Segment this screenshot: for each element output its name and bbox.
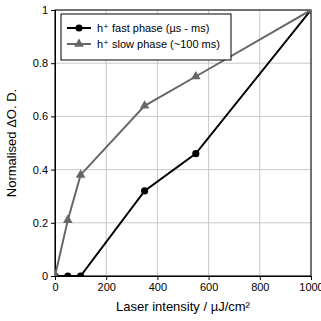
data-layer bbox=[55, 10, 311, 276]
tick: 800 bbox=[251, 276, 269, 293]
series-marker bbox=[306, 10, 311, 13]
tick-mark bbox=[51, 10, 55, 11]
tick-mark bbox=[209, 276, 210, 280]
tick-mark bbox=[51, 170, 55, 171]
series-marker bbox=[140, 100, 150, 108]
tick-mark bbox=[106, 276, 107, 280]
y-axis: 0 0.2 0.4 0.6 0.8 1 bbox=[33, 4, 56, 282]
series-marker bbox=[77, 272, 84, 276]
tick: 400 bbox=[149, 276, 167, 293]
grid-line-y bbox=[55, 116, 311, 117]
tick-label: 0 bbox=[42, 270, 48, 282]
tick-label: 0.2 bbox=[33, 217, 48, 229]
tick: 1000 bbox=[299, 276, 321, 293]
grid bbox=[55, 10, 311, 276]
tick: 0.2 bbox=[33, 217, 55, 229]
tick-mark bbox=[51, 223, 55, 224]
plot-frame bbox=[55, 10, 311, 276]
tick: 600 bbox=[200, 276, 218, 293]
legend-box bbox=[61, 14, 231, 60]
series-marker bbox=[64, 272, 71, 276]
tick: 0 bbox=[52, 276, 58, 293]
grid-line-x bbox=[259, 10, 260, 276]
tick-label: 1 bbox=[42, 4, 48, 16]
grid-line-y bbox=[55, 169, 311, 170]
tick-mark bbox=[157, 276, 158, 280]
series-marker bbox=[63, 215, 73, 223]
legend: h⁺ fast phase (µs - ms) h⁺ slow phase (~1… bbox=[61, 14, 231, 60]
tick-mark bbox=[51, 63, 55, 64]
chart-container: 0 200 400 600 800 1000 0 0.2 0.4 0.6 0.8 1 h⁺ fast p… bbox=[0, 0, 321, 321]
tick-label: 1000 bbox=[299, 281, 321, 293]
chart-svg: 0 200 400 600 800 1000 0 0.2 0.4 0.6 0.8 1 h⁺ fast p… bbox=[0, 0, 321, 321]
grid-line-y bbox=[55, 63, 311, 64]
tick-label: 0.6 bbox=[33, 110, 48, 122]
tick-label: 0.4 bbox=[33, 164, 48, 176]
series-marker bbox=[191, 71, 201, 79]
tick: 200 bbox=[98, 276, 116, 293]
legend-marker bbox=[75, 24, 82, 31]
y-axis-title: Normalised ΔO. D. bbox=[4, 89, 19, 197]
tick-label: 400 bbox=[149, 281, 167, 293]
tick-mark bbox=[311, 276, 312, 280]
tick-label: 0.8 bbox=[33, 57, 48, 69]
x-axis: 0 200 400 600 800 1000 bbox=[52, 276, 321, 293]
tick-mark bbox=[260, 276, 261, 280]
axis-line bbox=[51, 11, 56, 277]
series-marker bbox=[76, 169, 86, 177]
tick: 0.6 bbox=[33, 110, 55, 122]
axis-line bbox=[56, 277, 312, 281]
tick-label: 0 bbox=[52, 281, 58, 293]
tick-mark bbox=[51, 276, 55, 277]
legend-label: h⁺ slow phase (~100 ms) bbox=[97, 38, 220, 50]
legend-label: h⁺ fast phase (µs - ms) bbox=[97, 22, 209, 34]
series-marker bbox=[141, 187, 148, 194]
tick: 0.8 bbox=[33, 57, 55, 69]
series-marker bbox=[192, 150, 199, 157]
tick-mark bbox=[51, 116, 55, 117]
series-line bbox=[55, 10, 311, 276]
tick: 0 bbox=[42, 270, 55, 282]
tick: 1 bbox=[42, 4, 55, 16]
series-marker bbox=[55, 270, 60, 276]
legend-marker bbox=[74, 38, 84, 46]
x-axis-title: Laser intensity / µJ/cm² bbox=[116, 299, 251, 314]
tick-label: 600 bbox=[200, 281, 218, 293]
tick: 0.4 bbox=[33, 164, 55, 176]
tick-label: 200 bbox=[98, 281, 116, 293]
tick-label: 800 bbox=[251, 281, 269, 293]
grid-line-y bbox=[55, 222, 311, 223]
series-line bbox=[55, 10, 311, 276]
plot-area: 0 200 400 600 800 1000 0 0.2 0.4 0.6 0.8 1 h⁺ fast p… bbox=[33, 4, 321, 293]
